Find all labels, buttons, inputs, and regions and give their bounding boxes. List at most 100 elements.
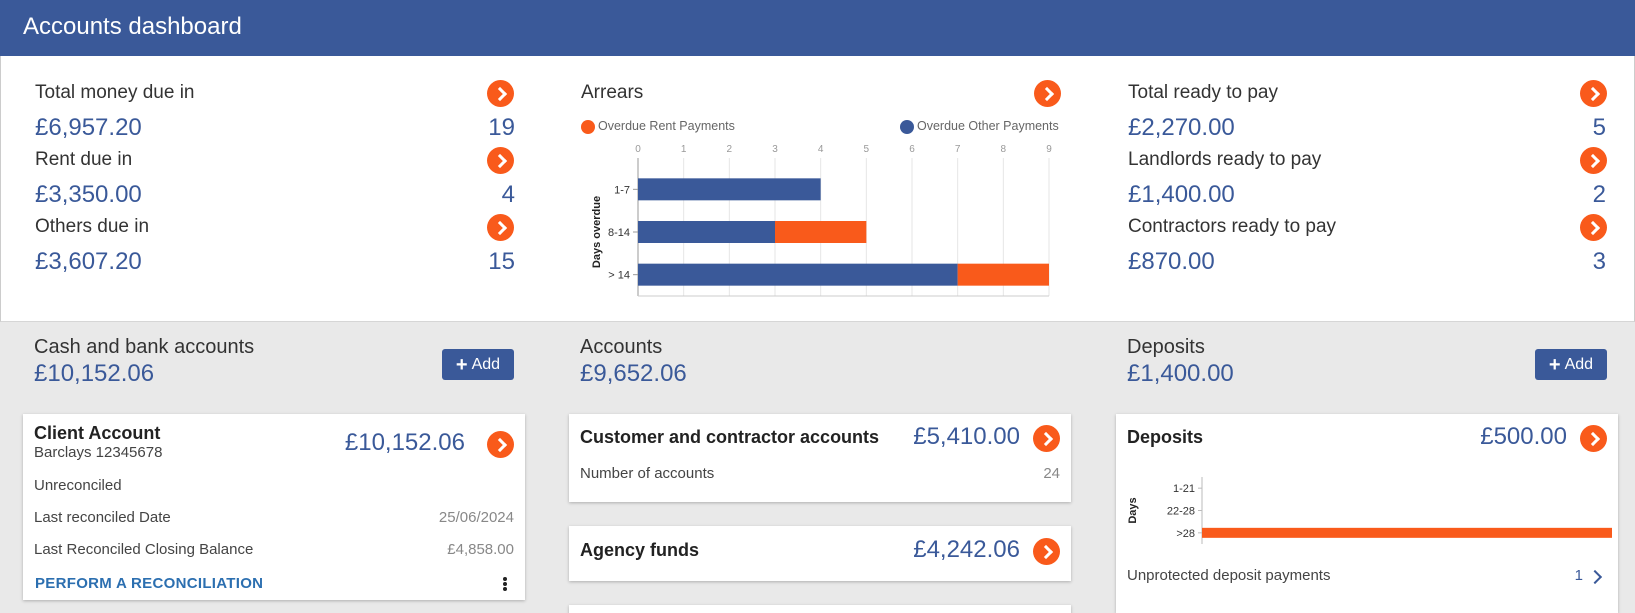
- legend-rent-label: Overdue Rent Payments: [598, 119, 735, 133]
- total-money-due-amount: £6,957.20: [35, 114, 142, 141]
- landlords-ready-label: Landlords ready to pay: [1128, 149, 1322, 170]
- accounts-area: Cash and bank accounts £10,152.06 + Add …: [0, 322, 1635, 613]
- y-axis-title: Days: [1127, 497, 1139, 523]
- legend-rent-dot: [581, 120, 595, 134]
- summary-panel: Total money due in £6,957.20 19 Rent due…: [0, 56, 1635, 322]
- contractors-ready-label: Contractors ready to pay: [1128, 216, 1337, 237]
- x-tick-label: 1: [681, 144, 687, 155]
- customer-contractor-arrow-icon[interactable]: [1033, 425, 1060, 452]
- landlords-ready-arrow-icon[interactable]: [1580, 147, 1607, 174]
- client-account-card: Client Account Barclays 12345678 £10,152…: [23, 414, 525, 600]
- x-tick-label: 5: [864, 144, 870, 155]
- plus-icon: +: [455, 353, 468, 376]
- number-of-accounts-value: 24: [1043, 465, 1060, 482]
- add-deposit-label: Add: [1564, 355, 1594, 373]
- bar-1-7: [638, 178, 821, 201]
- cash-bank-amount: £10,152.06: [34, 360, 155, 387]
- deposits-chart: 1-21 22-28 >28 Days: [1127, 477, 1612, 544]
- y-tick-label: 1-7: [614, 184, 630, 196]
- contractors-ready-count: 3: [1592, 248, 1606, 275]
- x-tick-label: 4: [818, 144, 824, 155]
- bar-8-14: [638, 221, 775, 243]
- closing-balance-value: £4,858.00: [447, 541, 514, 558]
- cash-bank-title: Cash and bank accounts: [34, 336, 255, 358]
- add-deposit-button[interactable]: + Add: [1535, 349, 1607, 380]
- x-tick-label: 6: [909, 144, 915, 155]
- reconcile-status: Unreconciled: [34, 477, 122, 494]
- rent-due-amount: £3,350.00: [35, 181, 142, 208]
- unprotected-deposits-label: Unprotected deposit payments: [1127, 567, 1331, 584]
- landlords-ready-amount: £1,400.00: [1128, 181, 1235, 208]
- y-tick-label: 8-14: [608, 227, 630, 239]
- landlords-ready-count: 2: [1592, 181, 1606, 208]
- unprotected-deposits-count: 1: [1574, 567, 1583, 584]
- y-tick-label: 22-28: [1167, 506, 1195, 518]
- others-due-arrow-icon[interactable]: [487, 214, 514, 241]
- app-header: Accounts dashboard: [0, 0, 1635, 56]
- total-money-due-label: Total money due in: [35, 82, 195, 103]
- client-account-title: Client Account: [34, 423, 161, 443]
- others-due-count: 15: [488, 248, 515, 275]
- perform-reconciliation-link[interactable]: PERFORM A RECONCILIATION: [35, 575, 264, 592]
- deposits-card-amount: £500.00: [1480, 423, 1567, 450]
- agency-funds-card: Agency funds £4,242.06: [569, 526, 1071, 581]
- deposits-amount: £1,400.00: [1127, 360, 1234, 387]
- bar-> 14: [638, 263, 958, 286]
- x-tick-label: 8: [1001, 144, 1007, 155]
- y-axis-title: Days overdue: [591, 196, 603, 268]
- contractors-ready-arrow-icon[interactable]: [1580, 214, 1607, 241]
- contractors-ready-amount: £870.00: [1128, 248, 1215, 275]
- total-ready-to-pay-count: 5: [1592, 114, 1606, 141]
- arrears-arrow-icon[interactable]: [1034, 80, 1061, 107]
- x-tick-label: 7: [955, 144, 961, 155]
- customer-contractor-card: Customer and contractor accounts £5,410.…: [569, 414, 1071, 502]
- accounts-title: Accounts: [580, 336, 663, 358]
- others-due-amount: £3,607.20: [35, 248, 142, 275]
- deposits-card: Deposits £500.00 1-21 22-28 >28 Days Unprot…: [1116, 414, 1618, 613]
- bar-8-14: [775, 221, 867, 243]
- accounts-amount: £9,652.06: [580, 360, 687, 387]
- legend-other-dot: [900, 120, 914, 134]
- deposits-card-title: Deposits: [1127, 427, 1204, 447]
- bar-> 14: [957, 263, 1049, 286]
- accounts-next-card: [569, 605, 1071, 613]
- y-tick-label: > 14: [608, 270, 630, 282]
- arrears-title: Arrears: [581, 82, 644, 103]
- x-tick-label: 2: [727, 144, 733, 155]
- more-options-icon[interactable]: [503, 576, 509, 592]
- agency-funds-arrow-icon[interactable]: [1033, 538, 1060, 565]
- deposits-title: Deposits: [1127, 336, 1205, 358]
- add-cash-account-label: Add: [471, 355, 501, 373]
- x-tick-label: 9: [1046, 144, 1052, 155]
- closing-balance-label: Last Reconciled Closing Balance: [34, 541, 254, 558]
- last-reconciled-date-label: Last reconciled Date: [34, 509, 171, 526]
- rent-due-arrow-icon[interactable]: [487, 147, 514, 174]
- x-tick-label: 3: [772, 144, 778, 155]
- add-cash-account-button[interactable]: + Add: [442, 349, 514, 380]
- bar->28: [1202, 527, 1612, 538]
- rent-due-label: Rent due in: [35, 149, 133, 170]
- page-title: Accounts dashboard: [23, 13, 242, 40]
- customer-contractor-title: Customer and contractor accounts: [580, 427, 880, 447]
- deposits-card-arrow-icon[interactable]: [1580, 425, 1607, 452]
- total-ready-to-pay-amount: £2,270.00: [1128, 114, 1235, 141]
- agency-funds-amount: £4,242.06: [913, 536, 1020, 563]
- y-tick-label: 1-21: [1173, 483, 1195, 495]
- total-money-due-count: 19: [488, 114, 515, 141]
- total-money-due-arrow-icon[interactable]: [487, 80, 514, 107]
- x-tick-label: 0: [635, 144, 641, 155]
- y-tick-label: >28: [1176, 528, 1195, 540]
- agency-funds-title: Agency funds: [580, 540, 700, 560]
- rent-due-count: 4: [501, 181, 515, 208]
- plus-icon: +: [1548, 353, 1561, 376]
- chevron-right-icon[interactable]: [1587, 569, 1603, 585]
- total-ready-to-pay-label: Total ready to pay: [1128, 82, 1278, 103]
- client-account-amount: £10,152.06: [344, 429, 465, 456]
- legend-other-label: Overdue Other Payments: [917, 119, 1059, 133]
- total-ready-to-pay-arrow-icon[interactable]: [1580, 80, 1607, 107]
- client-account-subtitle: Barclays 12345678: [34, 444, 163, 461]
- client-account-arrow-icon[interactable]: [487, 431, 514, 458]
- arrears-chart: 0 1 2 3 4 5 6 7 8 9 1-7 8-14 > 14 Days overdue: [591, 144, 1052, 297]
- others-due-label: Others due in: [35, 216, 150, 237]
- number-of-accounts-label: Number of accounts: [580, 465, 715, 482]
